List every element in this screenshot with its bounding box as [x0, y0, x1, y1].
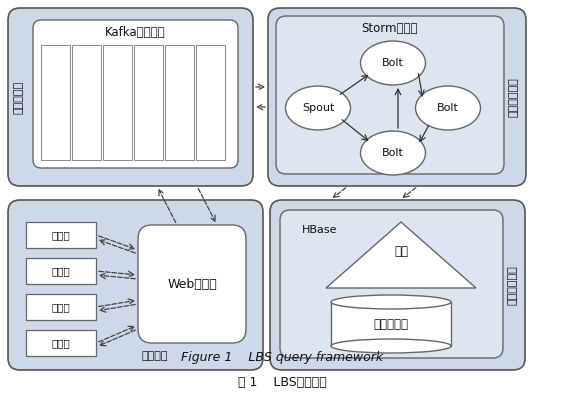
Ellipse shape [285, 86, 350, 130]
Text: Spout: Spout [302, 103, 334, 113]
Bar [26, 294, 96, 320]
Polygon shape [326, 222, 476, 288]
Bar [134, 45, 163, 160]
Text: 客户端: 客户端 [51, 338, 71, 348]
Ellipse shape [415, 86, 480, 130]
Bar [196, 45, 225, 160]
Text: 客户端: 客户端 [51, 266, 71, 276]
Text: Bolt: Bolt [437, 103, 459, 113]
FancyBboxPatch shape [276, 16, 504, 174]
Text: 索引: 索引 [394, 245, 408, 258]
Ellipse shape [331, 295, 451, 309]
Bar [103, 45, 132, 160]
Ellipse shape [360, 131, 425, 175]
Bar [26, 330, 96, 356]
Text: 图 1    LBS查询框架: 图 1 LBS查询框架 [238, 375, 327, 388]
Bar [72, 45, 101, 160]
Ellipse shape [331, 339, 451, 353]
FancyBboxPatch shape [8, 200, 263, 370]
Text: Web服务器: Web服务器 [167, 277, 217, 290]
Text: Figure 1    LBS query framework: Figure 1 LBS query framework [181, 351, 383, 364]
FancyBboxPatch shape [270, 200, 525, 370]
Text: Bolt: Bolt [382, 148, 404, 158]
Text: HBase: HBase [302, 225, 337, 235]
Text: Kafka消息队列: Kafka消息队列 [105, 26, 166, 39]
Bar [331, 302, 451, 346]
Text: 索引存储模块: 索引存储模块 [508, 265, 518, 305]
FancyBboxPatch shape [280, 210, 503, 358]
Text: 移动大数据: 移动大数据 [373, 318, 408, 331]
Text: 客户端: 客户端 [51, 230, 71, 240]
Bar [26, 258, 96, 284]
Ellipse shape [360, 41, 425, 85]
Text: 客户端: 客户端 [51, 302, 71, 312]
Bar [165, 45, 194, 160]
FancyBboxPatch shape [8, 8, 253, 186]
Text: 查询处理模块: 查询处理模块 [509, 77, 519, 117]
Bar [26, 222, 96, 248]
FancyBboxPatch shape [268, 8, 526, 186]
FancyBboxPatch shape [33, 20, 238, 168]
FancyBboxPatch shape [138, 225, 246, 343]
Bar [41, 45, 70, 160]
Text: 中间件模块: 中间件模块 [14, 80, 24, 113]
Text: 应用模块: 应用模块 [142, 351, 168, 361]
Text: Storm流处理: Storm流处理 [362, 22, 418, 35]
Text: Bolt: Bolt [382, 58, 404, 68]
